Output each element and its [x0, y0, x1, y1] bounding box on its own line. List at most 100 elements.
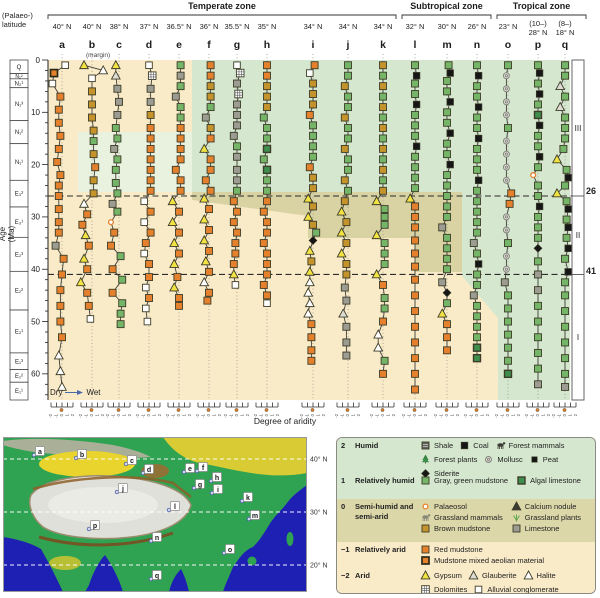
aridity-tick-label: 0: [412, 413, 417, 416]
aridity-tick-label: 1: [65, 413, 70, 416]
legend-item-label: Mudstone mixed aeolian material: [434, 556, 545, 565]
legend-item-label: Grassland plants: [524, 513, 582, 522]
aridity-scale-m: -2 -1 0 1 2: [433, 402, 460, 418]
marker-rm-icon: [54, 218, 63, 227]
marker-mo-icon: [502, 137, 510, 145]
aridity-tick-label: 2: [423, 413, 428, 416]
aridity-tick-label: -2: [463, 413, 468, 417]
aridity-tick-label: -2: [494, 413, 499, 417]
marker-gm-icon: [473, 124, 481, 132]
marker-rm-icon: [307, 320, 316, 329]
latitude-label: (8–): [558, 19, 572, 28]
marker-gm-icon: [443, 139, 451, 148]
marker-mo-icon: [502, 150, 510, 158]
aridity-tick-label: -1: [375, 413, 380, 417]
marker-al-icon: [472, 343, 482, 352]
marker-gy-icon: [304, 266, 315, 276]
age-tick-label: 20: [31, 160, 40, 169]
epoch-label: E₂¹: [15, 329, 23, 335]
marker-gm-icon: [344, 155, 352, 164]
aridity-tick-label: -2: [105, 413, 110, 417]
aridity-tick-label: 2: [455, 413, 460, 416]
marker-gm-icon: [561, 254, 569, 263]
marker-gm-icon: [411, 61, 419, 70]
aridity-zero-dot: [444, 408, 449, 412]
legend-item: Alluvial conglomerate: [472, 584, 559, 593]
site-label-box: [250, 510, 260, 520]
site-label-box: [152, 570, 162, 580]
legend-item-label: Forest mammals: [508, 441, 565, 450]
marker-gm-icon: [344, 92, 352, 101]
marker-bm-icon: [88, 100, 96, 109]
marker-ls-icon: [233, 121, 241, 130]
marker-wsq-icon: [475, 585, 483, 593]
epoch-label: E₃¹: [15, 220, 23, 226]
marker-gy-icon: [437, 308, 448, 318]
marker-gm-icon: [561, 307, 569, 316]
aridity-tick-label: 0: [345, 413, 350, 416]
latitude-label: 34° N: [304, 22, 323, 31]
marker-gm-icon: [233, 186, 241, 195]
marker-bm-icon: [379, 61, 387, 70]
site-letter: d: [147, 467, 151, 474]
marker-gm-icon: [534, 317, 542, 326]
legend-item-label: Algal limestone: [530, 476, 581, 485]
marker-rm-icon: [145, 273, 153, 282]
marker-ha-icon: [304, 276, 315, 287]
marker-gm-icon: [443, 244, 451, 253]
aridity-tick-label: 0: [116, 413, 121, 416]
legend-row-2: 2 Humid Shale Coal Forest mammals Forest plan…: [337, 438, 595, 478]
marker-rm-icon: [56, 317, 65, 326]
site-letter: j: [121, 486, 124, 493]
marker-wsq-icon: [140, 218, 148, 226]
marker-rm-icon: [110, 228, 119, 237]
marker-gm-icon: [504, 124, 512, 132]
aridity-tick-label: 1: [182, 413, 187, 416]
marker-gy-icon: [336, 206, 347, 216]
aridity-scale-d: -2 -1 0 1 2: [135, 402, 162, 418]
legend-item: Halite: [522, 570, 556, 581]
marker-bm-icon: [379, 124, 387, 132]
marker-gm-icon: [443, 299, 451, 308]
map-site-n: n: [148, 532, 162, 544]
marker-rm-icon: [54, 181, 63, 190]
marker-gm-icon: [444, 61, 453, 70]
map-latitude-label: 30° N: [310, 509, 328, 517]
marker-coal-icon: [564, 205, 572, 213]
stage-label-II: II: [576, 231, 580, 240]
marker-gm-icon: [380, 294, 389, 302]
aridity-tick-label: -1: [305, 413, 310, 417]
marker-gm-icon: [443, 212, 451, 221]
marker-bm-icon: [309, 220, 317, 229]
palaeo-latitude-label: (Palaeo-) latitude: [2, 11, 33, 29]
aridity-tick-label: 0: [562, 413, 567, 416]
marker-rm-icon: [176, 186, 185, 195]
marker-rm-icon: [175, 249, 183, 258]
marker-wsq-icon: [306, 69, 314, 77]
marker-rm-icon: [56, 286, 65, 295]
aridity-tick-label: -2: [369, 413, 374, 417]
marker-rm-icon: [146, 124, 155, 132]
aridity-tick-label: -1: [141, 413, 146, 417]
marker-gy-icon: [303, 211, 314, 221]
marker-rm-icon: [259, 239, 268, 248]
marker-coal-icon: [474, 72, 483, 80]
series-h: [259, 61, 272, 307]
marker-ls-icon: [469, 239, 478, 248]
marker-gm-icon: [504, 343, 512, 352]
marker-gm-icon: [411, 121, 419, 130]
marker-ls-icon: [534, 380, 542, 389]
marker-do-icon: [147, 71, 157, 80]
marker-sh-icon: [421, 441, 430, 450]
marker-gm-icon: [379, 176, 387, 185]
marker-rm-icon: [176, 155, 185, 164]
map-tienshan-range: [3, 438, 151, 458]
site-label-box: [225, 544, 235, 554]
marker-ha-icon: [303, 287, 314, 297]
marker-rm-icon: [263, 249, 271, 258]
marker-bm-icon: [263, 103, 271, 112]
marker-bm-icon: [88, 87, 96, 96]
series-m: [437, 61, 454, 355]
legend-value: −1: [341, 545, 350, 554]
zone-bracket: [496, 14, 587, 19]
